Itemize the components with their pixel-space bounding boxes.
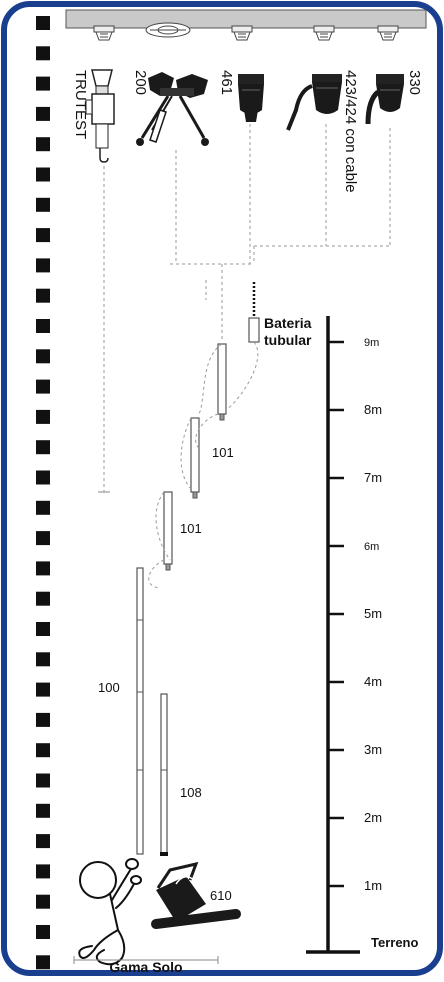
rod-segment-101-top [217,343,227,415]
rod-label-108: 108 [180,785,202,800]
film-strip-square [36,76,50,91]
tool-label-423-424: 423/424 con cable [342,70,359,193]
battery-label-line2: tubular [264,332,312,348]
scale-label: 2m [364,810,382,825]
film-strip-square [36,440,50,455]
gama-solo-label: Gama Solo [109,959,182,975]
film-strip-square [36,46,50,61]
film-strip-square [36,622,50,636]
ceiling-detector-3 [231,25,253,41]
film-strip-square [36,894,50,909]
film-strip-square [36,500,50,515]
scale-label: 5m [364,606,382,621]
film-strip-square [36,834,50,849]
film-strip-square [36,228,50,243]
rod-links [148,341,259,589]
tool-label-trutest: TRUTEST [72,70,89,139]
tool-label-461: 461 [218,70,235,95]
tool-label-200: 200 [132,70,149,95]
scale-label: 7m [364,470,382,485]
tool-423-424 [286,74,342,131]
scale-label: 1m [364,878,382,893]
tool-200 [136,72,209,146]
rod-segment-100 [136,567,144,855]
film-strip-square [36,531,50,546]
rod-segment-101-upper [190,417,200,493]
trutest-tool [85,69,115,163]
film-strip-square [36,682,50,697]
film-strip-square [36,16,50,30]
ceiling-detector-5 [377,25,399,41]
film-strip-square [36,864,50,879]
film-strip [36,16,50,970]
film-strip-square [36,561,50,576]
battery-tubular [248,317,260,343]
connector-lines [103,124,391,492]
film-strip-square [36,773,50,788]
ceiling-detector-1 [93,25,115,41]
rod-label-100: 100 [98,680,120,695]
ceiling-detector-2 [145,22,191,38]
person-figure [78,858,142,966]
film-strip-square [36,258,50,273]
film-strip-square [36,803,50,818]
scale-label: 8m [364,402,382,417]
film-strip-square [36,197,50,212]
film-strip-square [36,137,50,152]
tool-330 [365,74,404,125]
battery-label-line1: Bateria [264,315,312,331]
rod-label-101-upper: 101 [212,445,234,460]
bag-610 [151,861,241,929]
film-strip-square [36,470,50,485]
film-strip-square [36,955,50,970]
scale-ground-label: Terreno [371,935,418,950]
rod-segment-101-lower [163,491,173,565]
scale-label: 4m [364,674,382,689]
rod-segment-108 [160,693,168,855]
bag-label-610: 610 [210,888,232,903]
film-strip-square [36,319,50,333]
film-strip-square [36,379,50,394]
film-strip-square [36,349,50,364]
film-strip-square [36,409,50,424]
scale-label: 9m [364,337,379,349]
scale-ticks: 9m 8m 7m 6m 5m 4m 3m 2m 1m [328,337,382,893]
ceiling-detector-4 [313,25,335,41]
film-strip-square [36,591,50,606]
film-strip-square [36,288,50,303]
film-strip-square [36,743,50,758]
tool-label-330: 330 [406,70,423,95]
film-strip-square [36,712,50,727]
film-strip-square [36,925,50,939]
rod-joints [137,413,225,771]
rod-label-101-lower: 101 [180,521,202,536]
film-strip-square [36,652,50,667]
scale-label: 6m [364,541,379,553]
film-strip-square [36,167,50,182]
tool-461 [238,74,264,122]
film-strip-square [36,106,50,121]
scale-label: 3m [364,742,382,757]
ceiling-bar [65,9,427,29]
rod-108-cap [160,852,168,856]
